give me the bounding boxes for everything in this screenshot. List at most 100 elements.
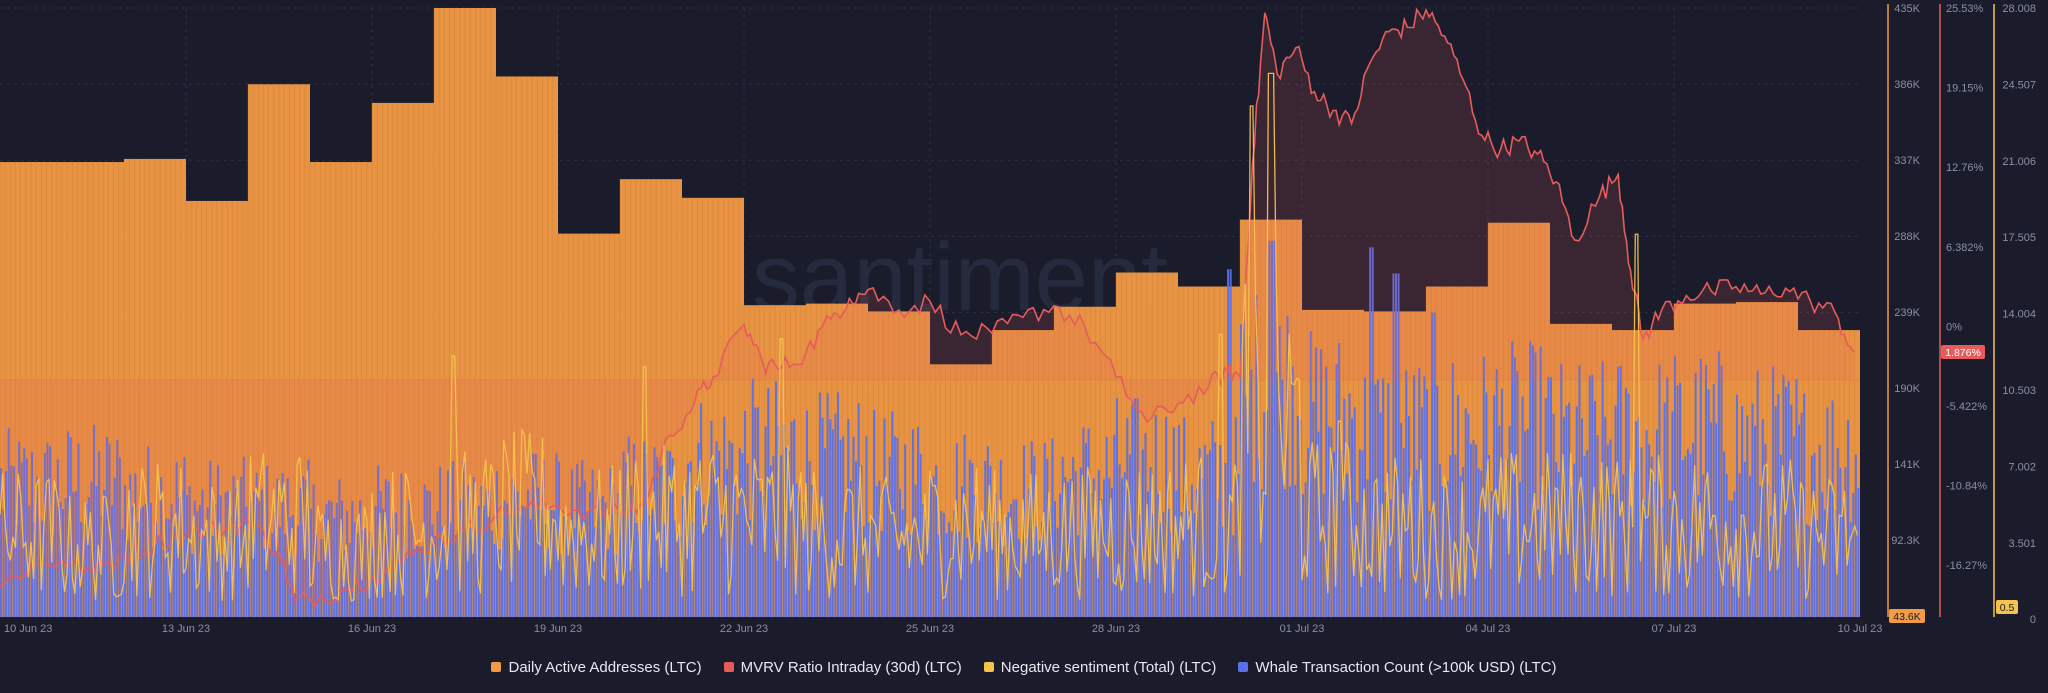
whale-bar (1759, 485, 1762, 617)
whale-bar (162, 549, 165, 617)
whale-bar (1366, 479, 1369, 617)
mvrv-current-badge: 1.876% (1945, 347, 1981, 359)
whale-bar (674, 520, 677, 617)
whale-bar (36, 477, 39, 617)
whale-bar (1555, 461, 1558, 617)
whale-bar (1172, 427, 1175, 617)
whale-bar (1653, 482, 1656, 617)
axes: 10 Jun 23 13 Jun 23 16 Jun 23 19 Jun 23 22 J… (4, 3, 2036, 635)
whale-bar (844, 512, 847, 617)
whale-bar (1529, 341, 1532, 617)
whale-bar (1395, 273, 1397, 617)
whale-bar (1475, 444, 1478, 617)
whale-bar (963, 434, 966, 617)
whale-bar (999, 459, 1002, 617)
whale-bar (408, 500, 411, 617)
whale-bar (1785, 386, 1788, 617)
whale-bar (431, 524, 434, 617)
x-tick-label: 28 Jun 23 (1092, 623, 1140, 635)
whale-bar (418, 546, 421, 617)
whale-bar (1637, 417, 1640, 617)
legend-item-negative-sentiment[interactable]: Negative sentiment (Total) (LTC) (983, 659, 1216, 676)
x-tick-label: 19 Jun 23 (534, 623, 582, 635)
whale-bar (527, 490, 529, 617)
legend-swatch-negative-sentiment (983, 662, 994, 672)
whale-bar (64, 498, 67, 617)
whale-bar (1431, 312, 1434, 617)
whale-bar (1715, 423, 1718, 617)
mvrv-current-badge-bg (1941, 345, 1985, 359)
whale-bar (100, 515, 103, 617)
whale-bar (896, 437, 899, 617)
whale-bar (1211, 421, 1214, 617)
whale-bar (1020, 542, 1023, 617)
whale-bar (434, 535, 436, 617)
whale-bar (118, 457, 121, 617)
whale-bar (1201, 478, 1204, 617)
whale-bar (2, 509, 5, 617)
whale-bar (20, 462, 23, 617)
whale-bar (787, 451, 790, 617)
whale-bar (33, 522, 36, 617)
whale-bar (1482, 356, 1485, 617)
whale-bar (1095, 521, 1098, 617)
daa-axis-tick: 386K (1894, 79, 1920, 91)
whale-bar (1480, 470, 1483, 617)
whale-bar (1289, 486, 1292, 617)
whale-bar (589, 491, 591, 617)
whale-bar (348, 542, 351, 617)
whale-bar (893, 436, 896, 617)
whale-bar (1723, 451, 1726, 617)
whale-bar (1570, 486, 1573, 617)
whale-bar (1469, 443, 1472, 617)
whale-bar (1196, 489, 1199, 617)
whale-bar (865, 436, 868, 617)
whale-bar (1397, 273, 1400, 617)
whale-bar (1392, 273, 1395, 617)
whale-bar (1712, 384, 1715, 617)
whale-bar (813, 530, 816, 617)
whale-bar (591, 469, 594, 617)
whale-bar (7, 428, 10, 617)
whale-bar (1630, 506, 1633, 617)
legend-item-whale-transaction-count[interactable]: Whale Transaction Count (>100k USD) (LTC… (1238, 659, 1557, 676)
whale-bar (676, 528, 679, 617)
whale-bar (1167, 508, 1170, 617)
whale-bar (1503, 510, 1506, 617)
whale-bar (1004, 517, 1007, 617)
whale-bar (1684, 456, 1687, 617)
whale-bar (1591, 374, 1594, 617)
whale-bar (25, 458, 28, 617)
whale-bar (718, 450, 721, 617)
sentiment-axis-tick: 14.004 (2002, 309, 2036, 321)
whale-bar (105, 436, 108, 617)
legend-item-mvrv-ratio[interactable]: MVRV Ratio Intraday (30d) (LTC) (723, 659, 962, 676)
whale-bar (927, 527, 930, 617)
whale-bar (85, 504, 88, 617)
whale-bar (93, 424, 95, 617)
whale-bar (1030, 441, 1033, 617)
whale-bar (214, 504, 217, 617)
legend-item-daily-active-addresses[interactable]: Daily Active Addresses (LTC) (491, 659, 702, 676)
whale-bar (361, 529, 364, 617)
whale-bar (834, 413, 837, 617)
whale-bar (1805, 524, 1808, 617)
whale-bar (1813, 452, 1816, 617)
whale-bar (1697, 494, 1700, 617)
whale-bar (645, 454, 648, 617)
whale-bar (1105, 436, 1108, 617)
whale-bar (333, 518, 336, 617)
whale-bar (824, 448, 827, 617)
mvrv-line (0, 7, 1860, 609)
whale-bar (289, 517, 292, 617)
whale-bar (816, 516, 819, 617)
whale-bar (1136, 398, 1139, 617)
whale-bar (312, 484, 315, 617)
whale-bar (1232, 535, 1235, 617)
negative-sentiment-line (0, 72, 1859, 603)
whale-bar (1276, 371, 1279, 617)
whale-bar (465, 532, 467, 617)
whale-bar (883, 418, 886, 617)
whale-bar (924, 518, 927, 617)
whale-bar (570, 469, 573, 617)
